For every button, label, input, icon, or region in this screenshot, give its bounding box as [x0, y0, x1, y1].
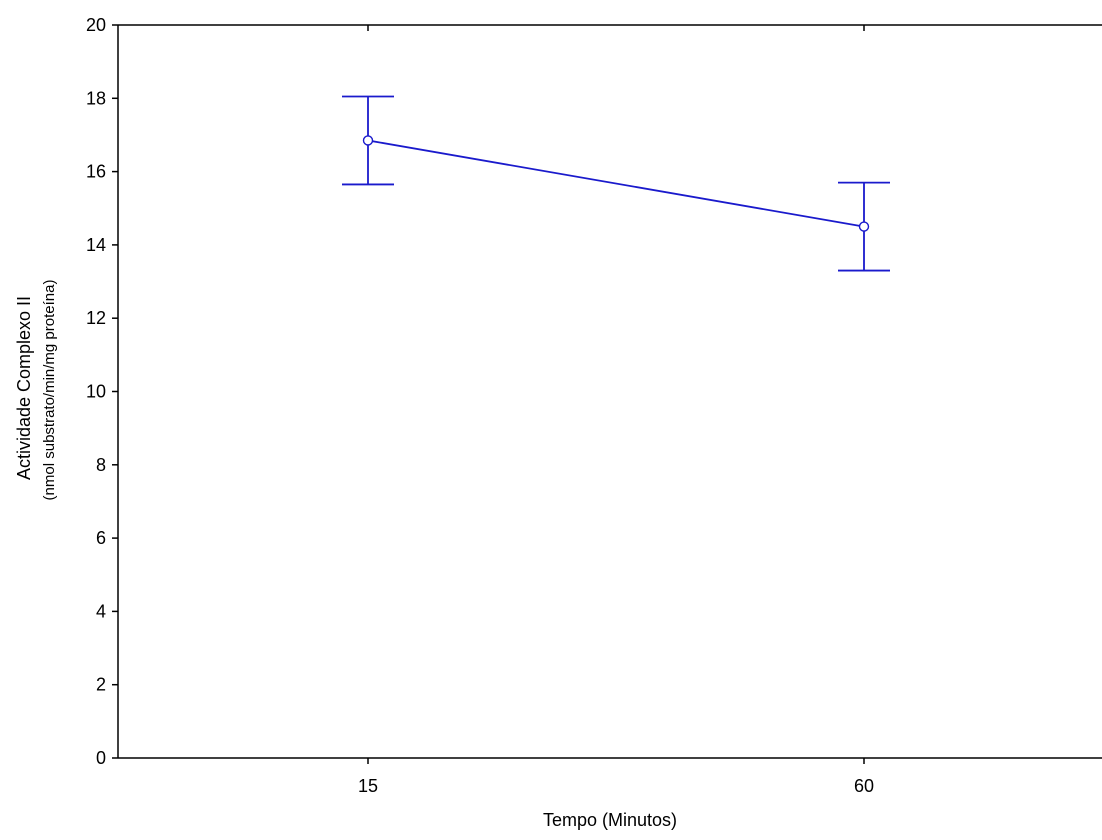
y-tick-label: 14	[86, 235, 106, 255]
data-point	[362, 135, 374, 146]
series-layer	[342, 95, 890, 272]
series-line	[367, 139, 865, 228]
x-tick-label: 60	[854, 776, 874, 796]
y-tick-label: 18	[86, 88, 106, 108]
y-tick-label: 10	[86, 382, 106, 402]
y-axis-title: Actividade Complexo II	[14, 296, 34, 480]
y-tick-label: 4	[96, 601, 106, 621]
y-tick-label: 8	[96, 455, 106, 475]
x-tick-label: 15	[358, 776, 378, 796]
y-tick-label: 20	[86, 15, 106, 35]
y-tick-label: 16	[86, 162, 106, 182]
y-tick-label: 2	[96, 675, 106, 695]
x-axis-ticks: 15 60	[358, 25, 874, 796]
data-point	[858, 221, 870, 232]
y-tick-label: 0	[96, 748, 106, 768]
x-axis-title: Tempo (Minutos)	[543, 810, 677, 830]
y-tick-label: 6	[96, 528, 106, 548]
y-axis-subtitle: (nmol substrato/min/mg proteína)	[41, 280, 58, 501]
y-axis-ticks: 0 2 4 6 8 10 12 14 16 18 20	[86, 15, 118, 768]
y-tick-label: 12	[86, 308, 106, 328]
plot-area	[117, 24, 1102, 759]
